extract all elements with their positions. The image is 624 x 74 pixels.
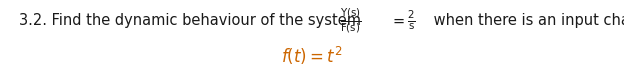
Text: $f(t) = t^2$: $f(t) = t^2$	[281, 44, 343, 67]
Text: $\mathregular{\frac{2}{s}}$: $\mathregular{\frac{2}{s}}$	[407, 9, 416, 32]
Text: 3.2. Find the dynamic behaviour of the system: 3.2. Find the dynamic behaviour of the s…	[19, 13, 365, 28]
Text: $=$: $=$	[390, 13, 406, 28]
Text: when there is an input change of: when there is an input change of	[429, 13, 624, 28]
Text: $\mathregular{\frac{Y(s)}{F(s)}}$: $\mathregular{\frac{Y(s)}{F(s)}}$	[340, 7, 362, 35]
